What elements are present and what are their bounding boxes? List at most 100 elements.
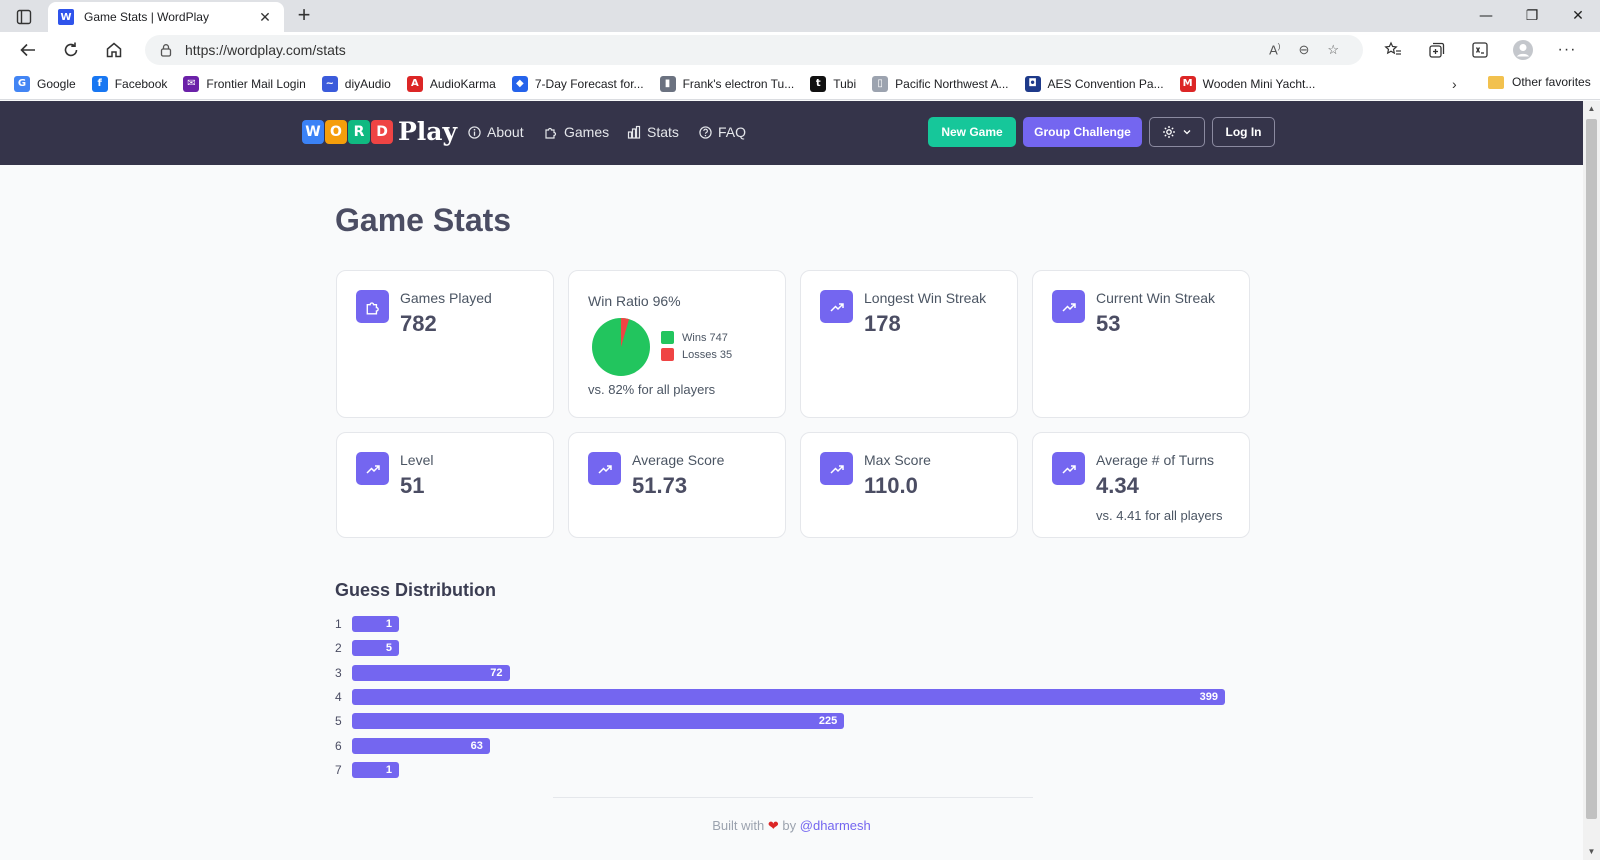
page-scrollbar[interactable]: ▲ ▼ (1583, 101, 1600, 860)
trending-up-icon (820, 290, 853, 323)
bookmark-favicon-icon: ✉ (183, 75, 200, 92)
refresh-button[interactable] (57, 38, 85, 62)
bookmarks-overflow-icon[interactable]: › (1452, 76, 1457, 92)
bookmark-label: AES Convention Pa... (1047, 76, 1164, 91)
bookmark-favicon-icon: ▮ (659, 75, 676, 92)
home-button[interactable] (100, 38, 128, 62)
other-favorites[interactable]: Other favorites (1488, 75, 1591, 89)
nav-stats[interactable]: Stats (627, 124, 679, 140)
add-favorite-icon[interactable]: ☆ (1327, 42, 1339, 57)
games-played-card: Games Played 782 (336, 270, 554, 418)
bookmark-label: Tubi (833, 76, 857, 91)
bookmark-favicon-icon: A (406, 75, 423, 92)
average-turns-card: Average # of Turns 4.34 vs. 4.41 for all… (1032, 432, 1250, 538)
longest-streak-card: Longest Win Streak 178 (800, 270, 1018, 418)
distribution-guess-label: 3 (335, 665, 342, 680)
nav-about[interactable]: About (468, 124, 524, 140)
minimize-icon[interactable]: — (1479, 8, 1493, 24)
distribution-bar: 72 (352, 664, 510, 681)
pie-legend: Wins 747 Losses 35 (661, 329, 732, 363)
distribution-row: 4 399 (335, 688, 1225, 705)
bookmarks-bar: G Google f Facebook ✉ Frontier Mail Login ~ diy… (0, 68, 1600, 100)
bar-chart-icon (627, 125, 641, 139)
bookmark-item[interactable]: ✉ Frontier Mail Login (183, 75, 306, 92)
legend-wins-label: Wins 747 (682, 331, 728, 344)
settings-dropdown-button[interactable] (1149, 117, 1205, 147)
bookmark-favicon-icon: ◘ (1024, 75, 1041, 92)
author-link[interactable]: @dharmesh (799, 818, 871, 833)
tab-close-icon[interactable]: ✕ (259, 8, 271, 25)
logo-tile: R (348, 119, 370, 144)
bookmark-item[interactable]: f Facebook (91, 75, 168, 92)
bookmark-item[interactable]: M Wooden Mini Yacht... (1179, 75, 1316, 92)
bookmark-item[interactable]: ~ diyAudio (321, 75, 391, 92)
current-streak-value: 53 (1096, 311, 1121, 336)
collections-button[interactable] (1424, 38, 1450, 62)
bookmark-item[interactable]: A AudioKarma (406, 75, 496, 92)
distribution-row: 3 72 (335, 664, 510, 681)
url-field[interactable]: https://wordplay.com/stats A) ⊖ ☆ (145, 35, 1363, 65)
back-arrow-icon (20, 43, 35, 57)
distribution-guess-label: 6 (335, 738, 342, 753)
extension-button[interactable] (1467, 38, 1493, 62)
guess-distribution-title: Guess Distribution (335, 580, 497, 600)
win-ratio-pie (591, 317, 651, 377)
logo-tile: O (325, 119, 347, 144)
bookmark-item[interactable]: ▯ Pacific Northwest A... (872, 75, 1009, 92)
url-actions: A) ⊖ ☆ (1269, 35, 1339, 65)
bookmark-label: Facebook (114, 76, 168, 91)
distribution-guess-label: 7 (335, 762, 342, 777)
bookmark-item[interactable]: t Tubi (810, 75, 857, 92)
distribution-guess-label: 2 (335, 641, 342, 656)
longest-streak-label: Longest Win Streak (864, 290, 987, 306)
puzzle-icon (544, 125, 558, 139)
bookmark-item[interactable]: ◘ AES Convention Pa... (1024, 75, 1164, 92)
more-menu-button[interactable]: ··· (1554, 38, 1580, 62)
lock-icon (159, 43, 173, 57)
profile-button[interactable] (1510, 38, 1536, 62)
scroll-thumb[interactable] (1586, 119, 1597, 819)
gear-icon (1163, 126, 1175, 138)
win-ratio-comparison: vs. 82% for all players (588, 382, 716, 397)
distribution-bar: 1 (352, 761, 399, 778)
trending-up-icon (356, 452, 389, 485)
back-button[interactable] (14, 38, 42, 62)
bookmark-favicon-icon: G (14, 75, 30, 92)
distribution-guess-label: 4 (335, 689, 342, 704)
browser-tab[interactable]: W Game Stats | WordPlay ✕ (48, 2, 284, 32)
close-window-icon[interactable]: ✕ (1572, 8, 1584, 24)
page-title: Game Stats (335, 202, 512, 238)
new-tab-button[interactable]: + (297, 2, 311, 27)
home-icon (106, 42, 122, 58)
wordplay-logo[interactable]: W O R D Play (302, 117, 457, 146)
restore-icon[interactable]: ❐ (1525, 8, 1539, 24)
pie-slice-losses (621, 318, 630, 347)
tab-actions-button[interactable] (10, 6, 38, 28)
nav-faq[interactable]: FAQ (699, 124, 746, 140)
scroll-down-icon[interactable]: ▼ (1587, 847, 1596, 856)
zoom-icon[interactable]: ⊖ (1298, 42, 1310, 57)
average-turns-value: 4.34 (1096, 473, 1139, 498)
tab-title: Game Stats | WordPlay (84, 10, 209, 24)
bookmark-item[interactable]: ▮ Frank's electron Tu... (659, 75, 794, 92)
bookmark-label: Wooden Mini Yacht... (1202, 76, 1316, 91)
login-button[interactable]: Log In (1212, 117, 1275, 147)
read-aloud-icon[interactable]: A) (1269, 42, 1281, 58)
bookmark-item[interactable]: G Google (14, 75, 76, 92)
bookmark-label: Pacific Northwest A... (895, 76, 1009, 91)
bookmark-item[interactable]: ◆ 7-Day Forecast for... (511, 75, 644, 92)
scroll-up-icon[interactable]: ▲ (1587, 104, 1596, 113)
trending-up-icon (588, 452, 621, 485)
group-challenge-button[interactable]: Group Challenge (1023, 117, 1142, 147)
bookmark-label: AudioKarma (429, 76, 496, 91)
extension-icon (1472, 42, 1488, 58)
nav-games[interactable]: Games (544, 124, 609, 140)
level-value: 51 (400, 473, 425, 498)
new-game-button[interactable]: New Game (928, 117, 1016, 147)
games-played-value: 782 (400, 311, 437, 336)
favorites-button[interactable] (1380, 38, 1406, 62)
nav-stats-label: Stats (647, 124, 679, 140)
